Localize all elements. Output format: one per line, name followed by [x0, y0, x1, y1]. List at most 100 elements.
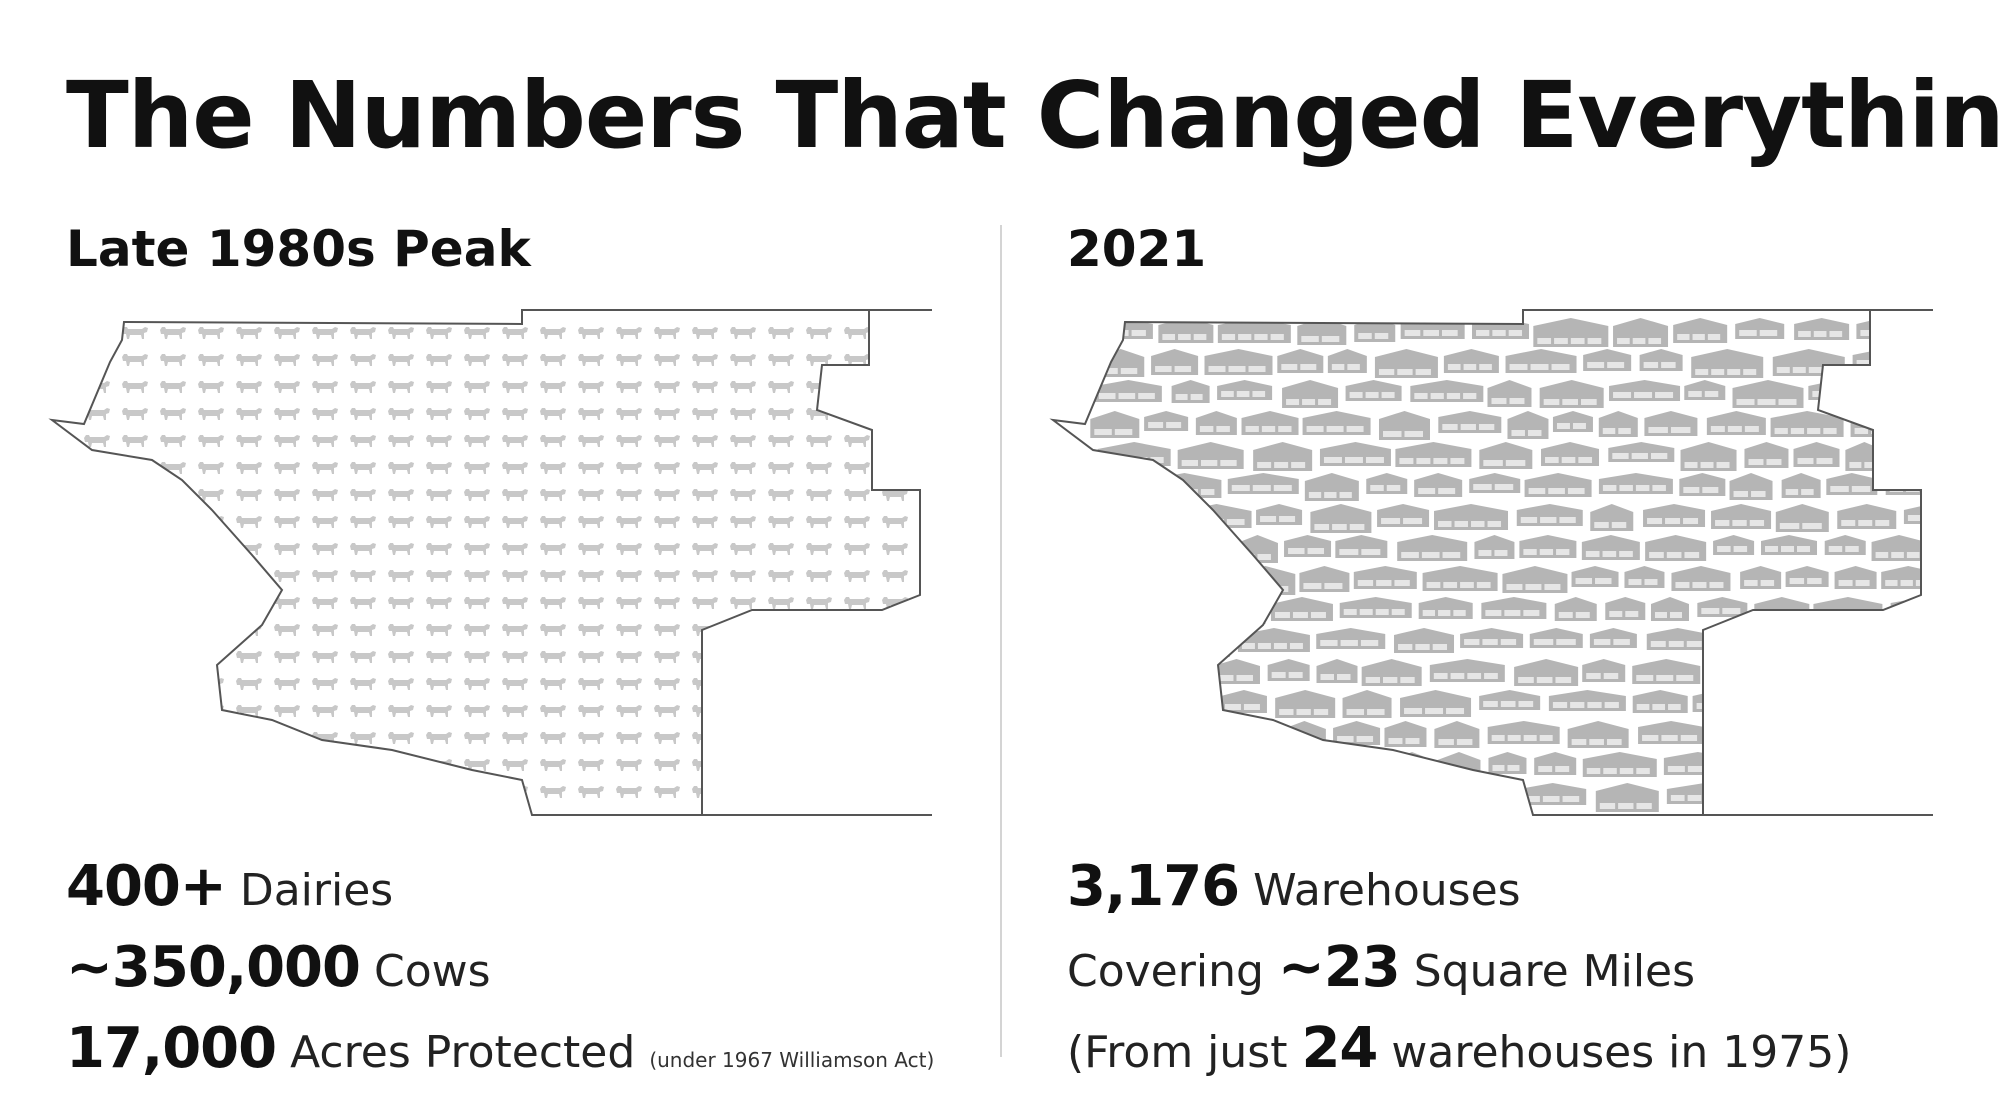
cow-icon	[806, 651, 832, 663]
warehouse-icon	[1845, 442, 1884, 471]
cow-icon	[84, 651, 110, 663]
warehouse-icon	[1744, 442, 1789, 468]
cow-icon	[160, 678, 186, 690]
warehouse-icon	[1784, 752, 1838, 774]
cow-icon	[920, 408, 946, 420]
cow-icon	[768, 786, 794, 798]
cow-icon	[236, 624, 262, 636]
warehouse-icon	[1881, 566, 1921, 589]
warehouse-icon	[1505, 349, 1577, 373]
warehouse-icon	[1366, 473, 1408, 494]
cow-icon	[578, 516, 604, 528]
cow-icon	[806, 354, 832, 366]
cow-icon	[578, 624, 604, 636]
cow-icon	[122, 435, 148, 447]
cow-icon	[692, 408, 718, 420]
cow-icon	[350, 759, 376, 771]
warehouse-icon	[1345, 380, 1402, 401]
cow-icon	[654, 786, 680, 798]
cow-icon	[844, 786, 870, 798]
stat-prefix: (From just	[1067, 1027, 1288, 1078]
cow-icon	[350, 408, 376, 420]
cow-icon	[122, 489, 148, 501]
panel-divider	[1000, 225, 1002, 1057]
cow-icon	[426, 354, 452, 366]
stat-value: 3,176	[1067, 854, 1240, 919]
warehouse-icon	[1177, 442, 1244, 469]
cow-icon	[464, 705, 490, 717]
cow-icon	[464, 462, 490, 474]
warehouse-icon	[1469, 473, 1521, 493]
cow-icon	[768, 435, 794, 447]
cow-icon	[692, 570, 718, 582]
cow-icon	[464, 732, 490, 744]
warehouse-icon	[1808, 380, 1866, 400]
cow-icon	[236, 489, 262, 501]
warehouse-icon	[1714, 628, 1790, 650]
cow-icon	[160, 543, 186, 555]
cow-icon	[274, 651, 300, 663]
cow-icon	[160, 597, 186, 609]
cow-icon	[274, 624, 300, 636]
cow-icon	[654, 732, 680, 744]
cow-icon	[122, 651, 148, 663]
cow-icon	[122, 408, 148, 420]
cow-icon	[388, 327, 414, 339]
warehouse-icon	[1374, 349, 1438, 378]
right-region-map	[1049, 309, 1933, 816]
cow-icon	[844, 732, 870, 744]
cow-icon	[502, 354, 528, 366]
warehouse-icon	[1443, 349, 1499, 373]
warehouse-icon	[1304, 473, 1359, 501]
cow-icon	[768, 624, 794, 636]
warehouse-icon	[1445, 783, 1515, 809]
cow-icon	[616, 597, 642, 609]
cow-icon	[312, 381, 338, 393]
cow-icon	[388, 651, 414, 663]
cow-icon	[616, 705, 642, 717]
warehouse-icon	[1869, 628, 1911, 649]
left-region-map	[48, 309, 932, 816]
warehouse-icon	[1772, 349, 1845, 376]
warehouse-icon	[1438, 411, 1502, 433]
cow-icon	[578, 570, 604, 582]
warehouse-icon	[1302, 411, 1371, 435]
cow-icon	[730, 408, 756, 420]
cow-icon	[426, 408, 452, 420]
warehouse-icon	[1582, 659, 1626, 682]
cow-icon	[122, 624, 148, 636]
cow-icon	[730, 381, 756, 393]
cow-icon	[920, 597, 946, 609]
warehouse-icon	[1598, 411, 1638, 437]
cow-icon	[616, 678, 642, 690]
warehouse-icon	[1175, 535, 1231, 563]
cow-icon	[160, 354, 186, 366]
warehouse-icon	[1316, 659, 1358, 683]
cow-icon	[540, 597, 566, 609]
warehouse-icon	[1605, 597, 1646, 620]
cow-icon	[768, 759, 794, 771]
cow-icon	[236, 732, 262, 744]
cow-icon	[122, 327, 148, 339]
cow-icon	[350, 489, 376, 501]
warehouse-icon	[1092, 597, 1151, 625]
warehouse-icon	[1918, 349, 1921, 371]
warehouse-icon	[1793, 442, 1840, 467]
warehouse-icon	[1379, 411, 1431, 440]
warehouse-icon	[1514, 659, 1579, 686]
warehouse-icon	[1095, 628, 1171, 650]
cow-icon	[198, 570, 224, 582]
cow-icon	[730, 435, 756, 447]
cow-icon	[312, 651, 338, 663]
cow-icon	[768, 462, 794, 474]
cow-icon	[806, 327, 832, 339]
cow-icon	[274, 705, 300, 717]
warehouse-icon	[1713, 535, 1755, 555]
cow-icon	[806, 732, 832, 744]
warehouse-icon	[1519, 783, 1587, 805]
warehouse-icon	[1096, 783, 1143, 804]
cow-icon	[236, 327, 262, 339]
cow-icon	[388, 354, 414, 366]
warehouse-icon	[1377, 504, 1430, 527]
cow-icon	[692, 489, 718, 501]
